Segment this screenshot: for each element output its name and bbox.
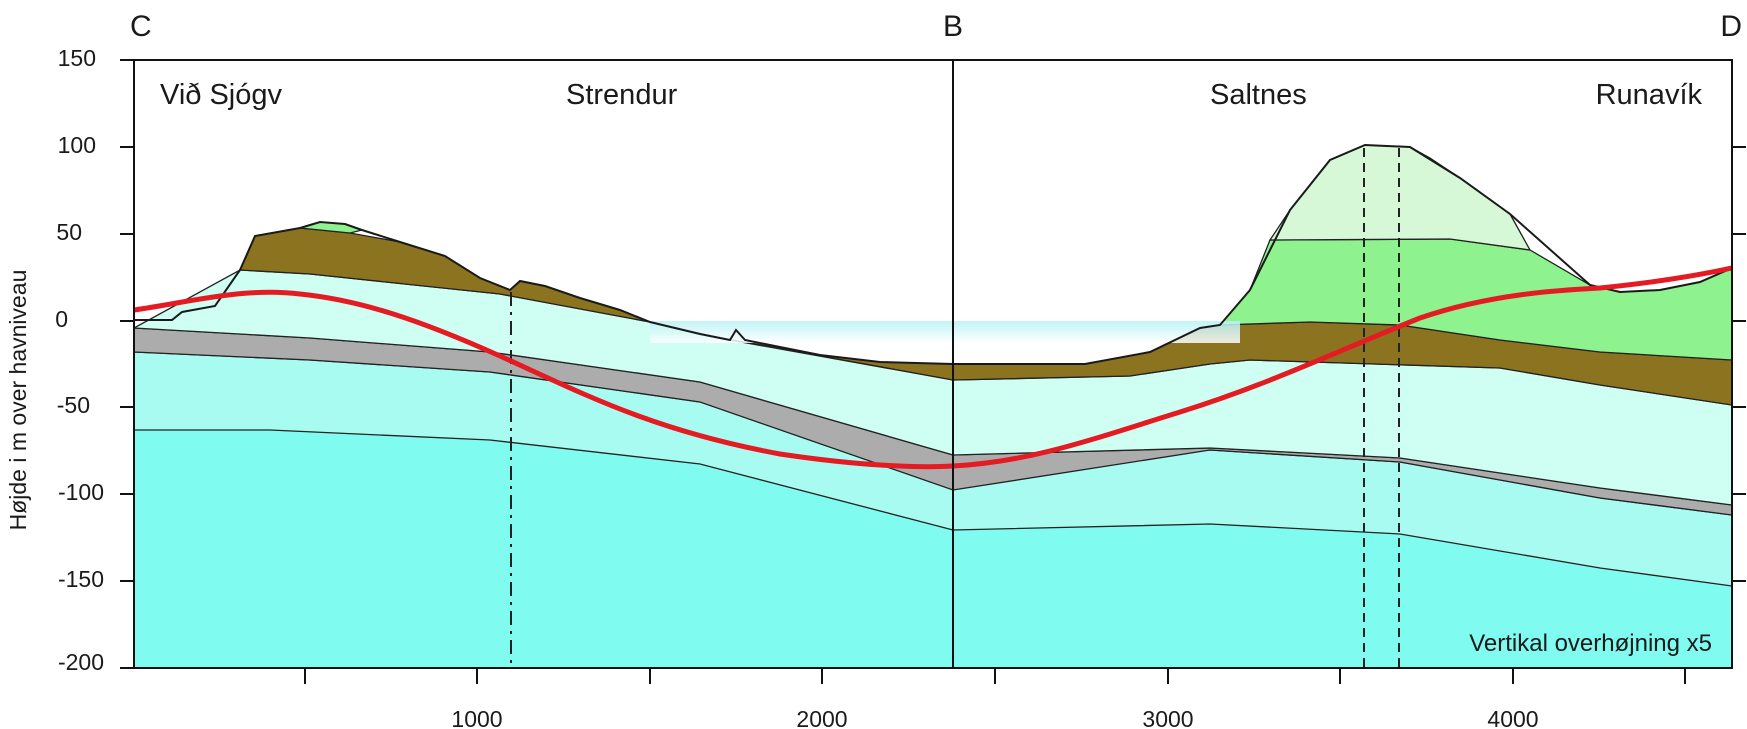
section-point-c: C	[130, 10, 152, 43]
place-name: Runavík	[1596, 79, 1703, 111]
vertical-exaggeration-note: Vertikal overhøjning x5	[1469, 630, 1712, 657]
plot-frame	[133, 59, 1733, 669]
y-tick-label: -200	[58, 649, 104, 675]
y-axis-ticks	[120, 59, 1746, 669]
ground-surface-line	[134, 143, 1732, 365]
section-point-b: B	[943, 10, 963, 43]
x-tick-label: 4000	[1487, 706, 1538, 729]
y-tick-label: -50	[57, 392, 90, 418]
place-name: Saltnes	[1210, 79, 1307, 111]
x-tick-label: 3000	[1142, 706, 1193, 729]
y-tick-label: 0	[55, 306, 68, 332]
y-tick-label: 150	[58, 45, 96, 71]
sea-surface	[650, 321, 1240, 343]
strata	[134, 143, 1732, 668]
y-tick-label: 50	[56, 219, 82, 245]
place-name: Við Sjógv	[160, 79, 282, 111]
place-name: Strendur	[566, 79, 678, 111]
x-tick-label: 1000	[451, 706, 502, 729]
y-tick-label: 100	[58, 132, 96, 158]
y-tick-label: -100	[58, 479, 104, 505]
x-tick-label: 2000	[796, 706, 847, 729]
x-axis-ticks	[304, 668, 1686, 684]
y-tick-label: -150	[58, 566, 104, 592]
y-axis-label: Højde i m over havniveau	[5, 270, 31, 531]
section-point-d: D	[1720, 10, 1742, 43]
